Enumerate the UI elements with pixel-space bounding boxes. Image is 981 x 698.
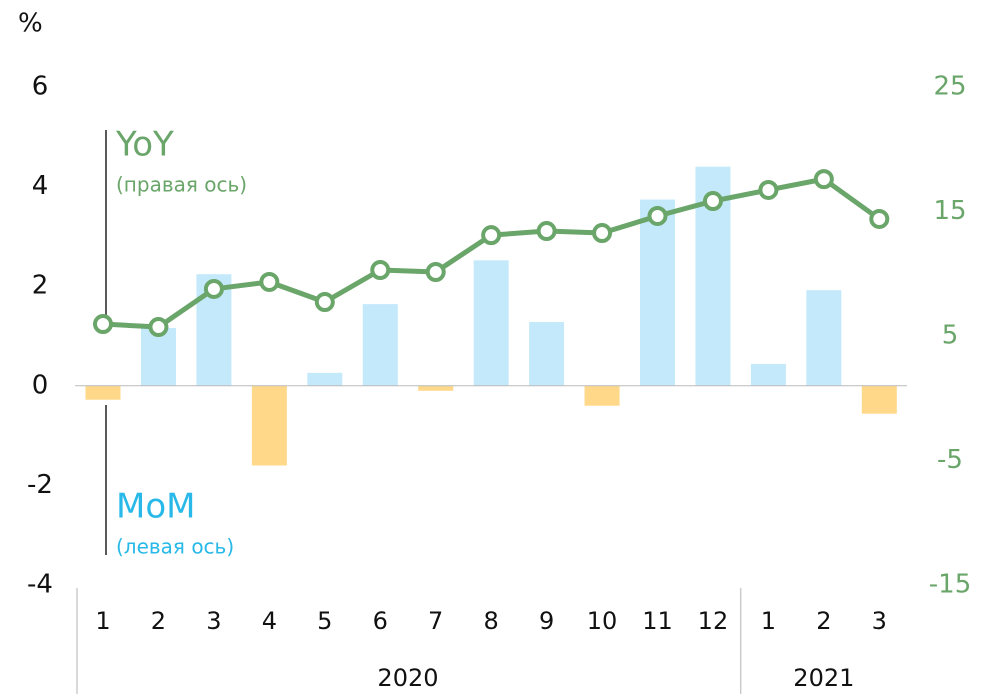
x-tick-label: 12 [698, 607, 729, 635]
y-tick-label: 4 [32, 171, 49, 201]
x-tick-label: 9 [539, 607, 554, 635]
mom-note: (левая ось) [116, 535, 234, 559]
line-marker [314, 292, 335, 313]
x-tick-label: 7 [428, 607, 443, 635]
bar [473, 260, 509, 386]
bar [307, 372, 343, 386]
line-marker [148, 317, 169, 338]
line-marker [592, 223, 613, 244]
line-marker [536, 221, 557, 242]
line-marker [93, 314, 113, 335]
line-marker [702, 191, 723, 212]
bar [806, 290, 842, 386]
bar [85, 385, 121, 400]
y-tick-label: 6 [32, 72, 49, 102]
y-axis-label: % [18, 9, 43, 39]
y-tick-label: -4 [27, 570, 53, 600]
y-tick-label: 0 [32, 370, 49, 400]
line-marker [758, 179, 779, 200]
x-group-label: 2020 [377, 664, 438, 692]
x-tick-label: 2 [151, 607, 166, 635]
bar [362, 304, 398, 386]
y2-tick-label: -15 [929, 570, 971, 600]
y-tick-label: -2 [27, 470, 53, 500]
bar [584, 385, 620, 406]
x-tick-label: 4 [262, 607, 277, 635]
yoy-label: YoY [115, 125, 174, 165]
line-marker [370, 260, 391, 281]
y2-tick-label: 25 [933, 72, 966, 102]
bar [418, 385, 454, 391]
mom-label: MoM [116, 487, 195, 527]
line-marker [647, 205, 668, 226]
x-tick-label: 2 [816, 607, 831, 635]
x-tick-label: 8 [484, 607, 499, 635]
bar [529, 322, 565, 386]
y2-tick-label: 5 [942, 321, 959, 351]
line-marker [259, 271, 280, 292]
y2-tick-label: -5 [937, 445, 963, 475]
line-marker [203, 278, 224, 299]
y-tick-label: 2 [32, 271, 49, 301]
x-tick-label: 10 [587, 607, 618, 635]
bar [861, 385, 897, 414]
x-tick-label: 6 [373, 607, 388, 635]
x-tick-label: 11 [642, 607, 673, 635]
line-marker [869, 208, 890, 229]
y2-tick-label: 15 [933, 196, 966, 226]
x-group-label: 2021 [793, 664, 854, 692]
x-tick-label: 3 [872, 607, 887, 635]
x-tick-label: 1 [95, 607, 110, 635]
line-marker [813, 169, 834, 190]
yoy-note: (правая ось) [116, 173, 247, 197]
bar [251, 385, 287, 466]
x-tick-label: 5 [317, 607, 332, 635]
line-marker [425, 262, 446, 283]
x-tick-label: 1 [761, 607, 776, 635]
bar [640, 199, 675, 386]
bar [140, 328, 176, 386]
line-marker [481, 225, 502, 246]
x-tick-label: 3 [206, 607, 221, 635]
bar [750, 363, 786, 386]
